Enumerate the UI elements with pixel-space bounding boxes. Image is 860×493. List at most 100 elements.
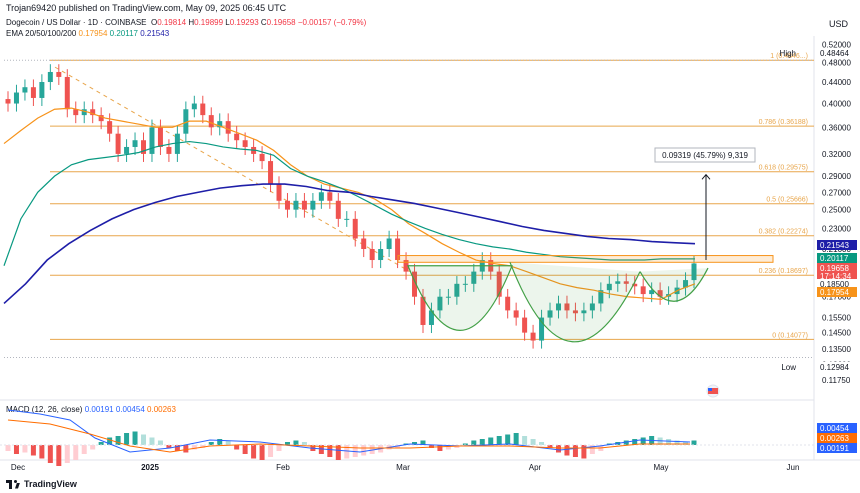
price-tag: [817, 287, 857, 297]
macd-histogram-bar: [242, 445, 248, 454]
x-tick-label: Apr: [529, 463, 542, 472]
y-tick-label: 0.25000: [822, 206, 851, 215]
macd-histogram-bar: [428, 445, 434, 448]
y-tick-label: 0.11750: [822, 376, 851, 385]
macd-histogram-bar: [268, 445, 274, 457]
price-tag-value: 0.18500: [820, 280, 849, 289]
macd-histogram-bar: [293, 440, 299, 445]
ema-value-1: 0.17954: [78, 29, 108, 38]
price-tag: [817, 362, 857, 372]
x-tick-label: Feb: [276, 463, 290, 472]
candle-body: [242, 140, 248, 147]
currency-label: USD: [828, 19, 848, 29]
candle-body: [81, 109, 87, 116]
candle-body: [361, 238, 367, 250]
y-tick-label: 0.29000: [822, 172, 851, 181]
price-tag: [817, 240, 857, 250]
candle-body: [547, 310, 553, 318]
tradingview-brand[interactable]: TradingView: [6, 479, 77, 489]
candle-body: [22, 87, 28, 93]
candle-body: [530, 332, 536, 341]
macd-histogram-bar: [115, 436, 121, 445]
candle-body: [234, 133, 240, 141]
candle-body: [13, 92, 19, 104]
candle-body: [555, 303, 561, 311]
macd-histogram-bar: [301, 442, 307, 445]
candle-body: [5, 99, 11, 104]
price-tag-label: Low: [781, 363, 796, 372]
flag-stripes: [708, 388, 718, 394]
candle-body: [157, 127, 163, 147]
macd-histogram-bar: [39, 445, 45, 459]
low-label: L: [225, 18, 230, 27]
candle-body: [420, 296, 426, 325]
macd-price-tag-value: 0.00191: [820, 444, 849, 453]
candle-body: [428, 310, 434, 325]
macd-histogram-bar: [81, 445, 87, 454]
y-tick-label: 0.13500: [822, 345, 851, 354]
candle-body: [649, 290, 655, 295]
macd-histogram-bar: [200, 445, 206, 448]
macd-histogram-bar: [284, 442, 290, 445]
change-value: −0.00157 (−0.79%): [297, 18, 367, 27]
y-tick-label: 0.32000: [822, 150, 851, 159]
candle-body: [98, 115, 104, 122]
macd-histogram-bar: [691, 440, 697, 445]
macd-histogram-bar: [124, 433, 130, 445]
brand-name: TradingView: [24, 479, 77, 489]
candle-body: [564, 303, 570, 311]
candle-body: [73, 109, 79, 116]
macd-histogram-bar: [47, 445, 53, 463]
price-tag-value: 0.12984: [820, 363, 849, 372]
candle-body: [318, 192, 324, 201]
macd-histogram-bar: [225, 440, 231, 445]
flag-canton: [708, 388, 712, 391]
candle-body: [344, 218, 350, 220]
macd-histogram-bar: [513, 433, 519, 445]
macd-histogram-bar: [157, 440, 163, 445]
measure-label: 0.09319 (45.79%) 9,319: [662, 151, 748, 160]
fib-level-label: 1 (0.4846...): [770, 53, 808, 60]
macd-histogram-bar: [30, 445, 36, 456]
price-tag: [817, 48, 857, 58]
macd-legend: MACD (12, 26, close) 0.00191 0.00454 0.0…: [6, 405, 176, 414]
publisher-line: Trojan69420 published on TradingView.com…: [6, 3, 287, 13]
candle-body: [132, 140, 138, 147]
macd-histogram-bar: [632, 439, 638, 445]
candle-body: [378, 249, 384, 261]
candle-body: [598, 290, 604, 304]
y-tick-label: 0.40000: [822, 100, 851, 109]
symbol-header: Dogecoin / US Dollar · 1D · COINBASE O0.…: [6, 18, 366, 27]
candle-body: [454, 283, 460, 297]
open-value: 0.19814: [157, 18, 187, 27]
candle-body: [691, 263, 697, 281]
candle-body: [683, 280, 689, 288]
macd-histogram-bar: [539, 442, 545, 445]
macd-histogram-bar: [259, 445, 265, 460]
x-tick-label: Mar: [396, 463, 410, 472]
tradingview-logo-icon: [6, 479, 20, 489]
fib-level-label: 0.236 (0.18697): [759, 268, 808, 275]
candle-body: [310, 200, 316, 210]
macd-histogram-bar: [141, 434, 147, 445]
macd-histogram-bar: [149, 437, 155, 445]
macd-line: [7, 409, 691, 453]
candle-body: [505, 296, 511, 311]
macd-histogram-bar: [22, 445, 28, 453]
close-label: C: [260, 18, 267, 27]
fib-level-label: 0.786 (0.36188): [759, 119, 808, 126]
macd-histogram-bar: [276, 445, 282, 451]
ema-label: EMA 20/50/100/200: [6, 29, 77, 38]
macd-histogram-bar: [327, 445, 333, 457]
price-tag-value: 0.21543: [820, 241, 849, 250]
x-tick-label: May: [653, 463, 668, 472]
candle-body: [657, 290, 663, 297]
macd-histogram-bar: [471, 440, 477, 445]
macd-price-tag: [817, 423, 857, 433]
candle-body: [191, 103, 197, 110]
x-tick-label: Dec: [11, 463, 25, 472]
macd-histogram-bar: [488, 437, 494, 445]
low-value: 0.19293: [229, 18, 259, 27]
candle-body: [412, 271, 418, 297]
